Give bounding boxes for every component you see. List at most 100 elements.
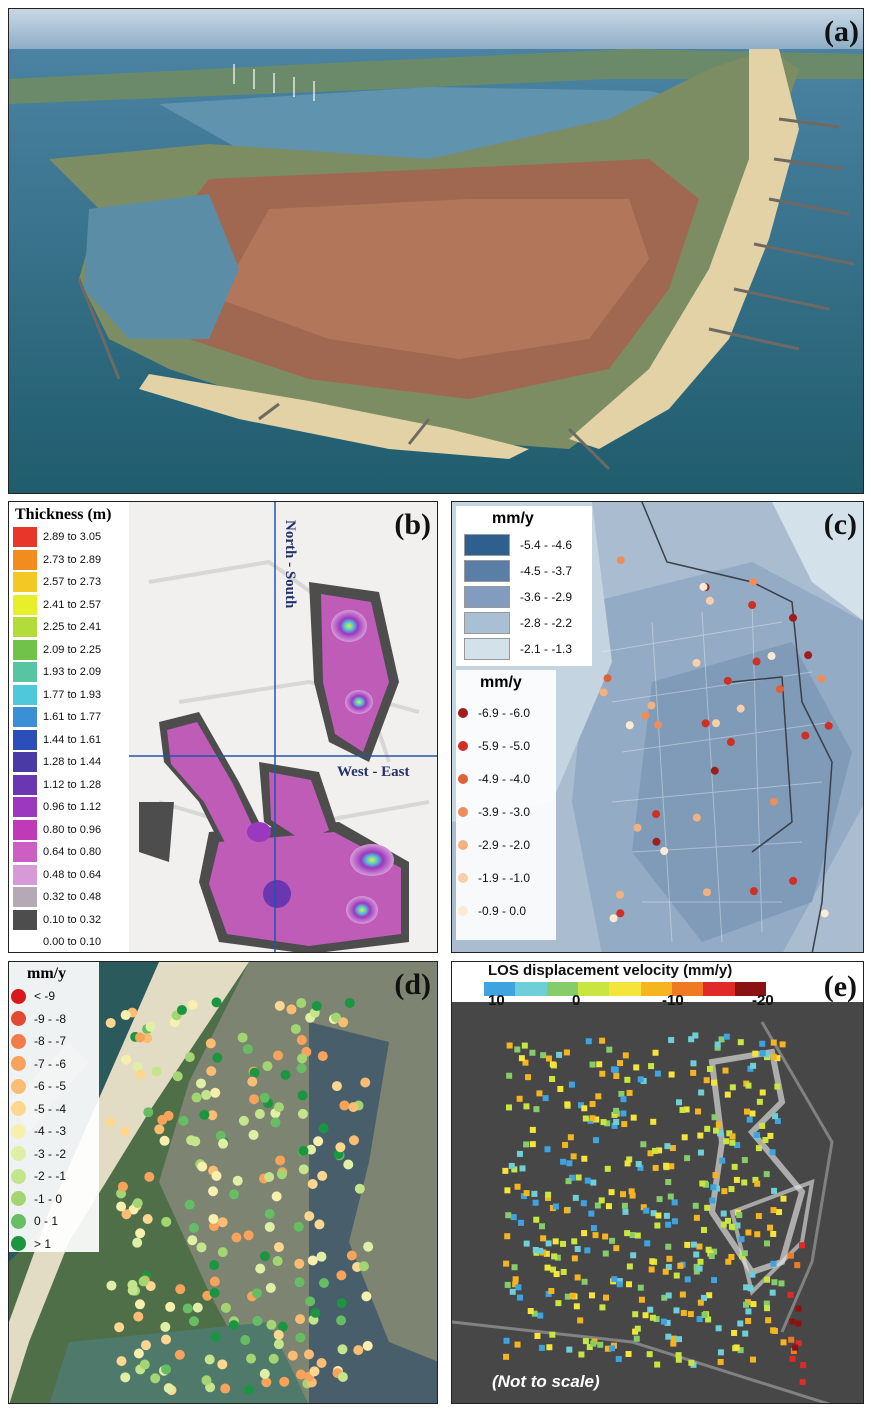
ps-point-marker: [749, 1356, 756, 1363]
ps-point-marker: [552, 1238, 559, 1245]
ps-point-marker: [665, 1263, 672, 1270]
ps-point-marker: [628, 1188, 635, 1195]
ps-point-marker: [318, 1123, 329, 1134]
ps-point-marker: [209, 1287, 220, 1298]
ps-class-swatch: [11, 988, 26, 1004]
panel-b-label: (b): [394, 508, 431, 541]
ps-point-marker: [711, 1079, 718, 1086]
thickness-class-swatch: [13, 909, 37, 930]
ps-point-marker: [705, 1246, 712, 1253]
ps-point-marker: [571, 1255, 578, 1262]
colorbar-segment: [609, 982, 641, 996]
ps-point-marker: [654, 1222, 661, 1229]
ps-point-marker: [701, 1311, 708, 1318]
thickness-class-item: 2.73 to 2.89: [13, 549, 129, 572]
ps-point-marker: [584, 1247, 591, 1254]
ps-point-marker: [336, 1270, 347, 1281]
ps-point-marker: [305, 1296, 316, 1307]
ps-point-marker: [725, 1258, 732, 1265]
ps-point-marker: [664, 1143, 671, 1150]
ps-point-marker: [754, 1180, 761, 1187]
ps-point-marker: [671, 1218, 678, 1225]
ps-point-marker: [603, 674, 612, 683]
ps-point-marker: [218, 1138, 229, 1149]
ps-point-marker: [677, 1262, 684, 1269]
ps-point-marker: [211, 1170, 222, 1181]
ps-point-marker: [117, 1181, 128, 1192]
ps-point-marker: [199, 1109, 210, 1120]
ps-point-marker: [563, 1207, 570, 1214]
area-class-swatch: [464, 534, 510, 556]
ps-point-marker: [652, 1147, 659, 1154]
ps-point-marker: [679, 1291, 686, 1298]
ps-point-marker: [640, 1204, 647, 1211]
thickness-class-item: 0.96 to 1.12: [13, 796, 129, 819]
ps-point-marker: [764, 1240, 771, 1247]
ps-point-marker: [712, 1172, 719, 1179]
ps-point-marker: [633, 1335, 640, 1342]
ps-point-marker: [632, 1311, 639, 1318]
ps-point-marker: [703, 1077, 710, 1084]
point-class-item: -6.9 - -6.0: [458, 696, 556, 729]
ps-point-marker: [652, 837, 661, 846]
ps-point-marker: [714, 1044, 721, 1051]
ps-point-marker: [700, 1294, 707, 1301]
ps-point-marker: [749, 887, 758, 896]
ps-point-marker: [643, 1207, 650, 1214]
ps-point-marker: [317, 1170, 328, 1181]
ps-point-marker: [611, 1122, 618, 1129]
ps-point-marker: [150, 1373, 161, 1384]
point-class-label: -0.9 - 0.0: [478, 903, 527, 918]
ps-point-marker: [717, 1349, 724, 1356]
ps-point-marker: [741, 1179, 748, 1186]
thickness-class-swatch: [13, 662, 37, 683]
thickness-class-label: 0.48 to 0.64: [43, 868, 102, 881]
ps-point-marker: [204, 1354, 215, 1365]
ps-point-marker: [621, 1202, 628, 1209]
thickness-class-swatch: [13, 842, 37, 863]
ps-point-marker: [711, 1277, 718, 1284]
ps-point-marker: [519, 1165, 526, 1172]
thickness-class-swatch: [13, 774, 37, 795]
ps-point-marker: [159, 1135, 170, 1146]
ps-point-marker: [626, 1281, 633, 1288]
panel-a-label: (a): [824, 15, 859, 48]
ps-point-marker: [633, 1064, 640, 1071]
ps-point-marker: [523, 1141, 530, 1148]
ps-point-marker: [743, 1301, 750, 1308]
ps-point-marker: [697, 1149, 704, 1156]
ps-point-marker: [242, 1044, 253, 1055]
ps-point-marker: [503, 1353, 510, 1360]
ps-point-marker: [121, 1209, 132, 1220]
ps-point-marker: [741, 1250, 748, 1257]
ps-point-marker: [552, 1203, 559, 1210]
ps-point-marker: [684, 1155, 691, 1162]
ps-point-marker: [247, 1076, 258, 1087]
ps-point-marker: [560, 1158, 567, 1165]
ps-point-marker: [769, 1289, 776, 1296]
ps-point-marker: [553, 1271, 560, 1278]
ps-point-marker: [662, 1268, 669, 1275]
ps-point-marker: [599, 688, 608, 697]
ps-point-marker: [275, 1155, 286, 1166]
ps-point-marker: [243, 1230, 254, 1241]
ps-point-marker: [668, 1037, 675, 1044]
ps-point-marker: [723, 676, 732, 685]
ps-point-marker: [503, 1260, 510, 1267]
ps-point-marker: [215, 1130, 226, 1141]
ps-point-marker: [184, 1199, 195, 1210]
ps-point-marker: [532, 1199, 539, 1206]
ps-point-marker: [620, 1191, 627, 1198]
ps-point-marker: [600, 1119, 607, 1126]
ps-point-marker: [590, 1179, 597, 1186]
ps-point-marker: [361, 1291, 372, 1302]
ps-point-marker: [661, 1294, 668, 1301]
ps-point-marker: [671, 1199, 678, 1206]
ps-point-marker: [673, 1272, 680, 1279]
ps-point-marker: [209, 1276, 220, 1287]
ps-point-marker: [654, 720, 663, 729]
area-class-swatch: [464, 638, 510, 660]
ps-point-marker: [693, 1214, 700, 1221]
thickness-class-label: 1.61 to 1.77: [43, 711, 102, 724]
ps-point-marker: [209, 1221, 220, 1232]
